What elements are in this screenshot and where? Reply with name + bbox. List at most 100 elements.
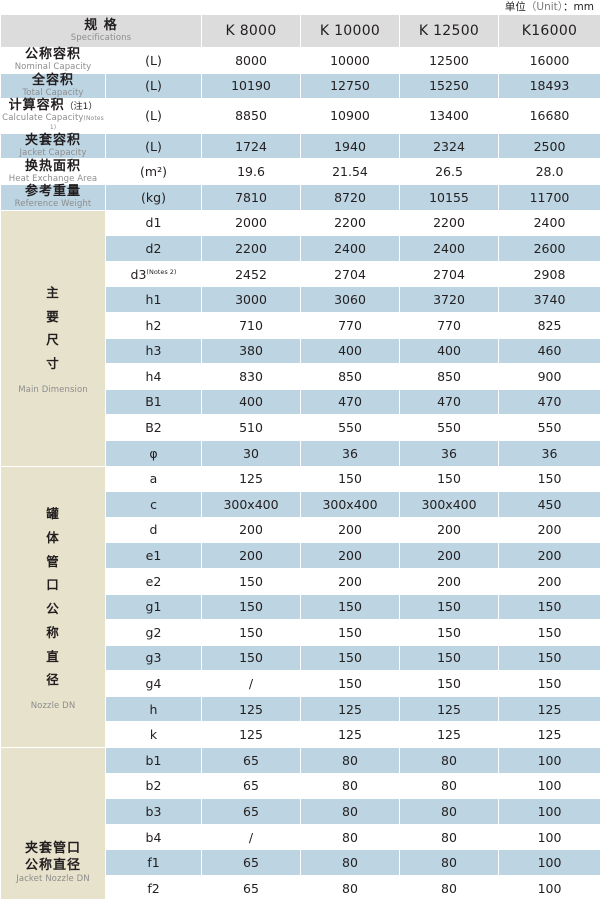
param-label-φ: φ [105, 439, 202, 467]
row-unit: (kg) [105, 184, 202, 211]
table-row: 主要尺寸 Main Dimension d1 2000 2200 2200 2400 [0, 209, 600, 467]
table-cell-value: 2452 [201, 260, 301, 288]
param-label-B1: B1 [105, 388, 202, 416]
param-label-b1: b1 [105, 747, 202, 774]
table-row: 夹套管口 公称直径 Jacket Nozzle DN b1 65 80 80 100 [0, 747, 600, 899]
table-cell-value: 125 [498, 695, 600, 723]
table-cell-value: 2704 [300, 260, 400, 288]
group-label-en: Main Dimension [18, 384, 88, 395]
table-cell-value: 80 [300, 772, 400, 800]
unit-note-word: Unit [536, 1, 558, 13]
table-cell-value: 100 [498, 798, 600, 825]
table-cell-value: 150 [498, 619, 600, 646]
group-label-content: 主要尺寸 Main Dimension [1, 281, 105, 395]
table-cell-value: 21.54 [300, 158, 400, 185]
table-cell-value: 200 [201, 516, 301, 544]
unit-note-paren-open: （ [525, 1, 537, 13]
table-cell-value: 2908 [498, 260, 600, 288]
table-cell-value: 150 [399, 619, 499, 646]
group-label-char-0: 罐 [46, 506, 60, 522]
table-cell-value: 150 [201, 644, 301, 672]
param-label-c: c [105, 491, 202, 518]
group-label-char-1: 体 [46, 529, 60, 545]
row-label-en: Nominal Capacity [14, 62, 92, 73]
table-row: g3 150 150 150 150 [1, 644, 600, 672]
table-cell-value: 150 [498, 465, 600, 493]
table-cell-value: 150 [498, 644, 600, 672]
table-cell-value: 150 [498, 670, 600, 697]
table-row: 参考重量 Reference Weight (kg) 7810 8720 10155 117… [0, 184, 600, 211]
group-label-main-dimension: 主要尺寸 Main Dimension [0, 209, 106, 467]
table-cell-value: 150 [300, 593, 400, 621]
table-row: 夹套容积 Jacket Capacity (L) 1724 1940 2324 2500 [0, 132, 600, 160]
group-label-char-7: 径 [46, 672, 60, 688]
table-cell-value: 8720 [300, 184, 400, 211]
table-cell-value: 380 [201, 337, 301, 365]
table-cell-value: 2324 [399, 132, 499, 160]
table-cell-value: 80 [399, 747, 499, 774]
row-label-5: 参考重量 Reference Weight [0, 184, 106, 211]
table-cell-value: 400 [201, 388, 301, 416]
table-cell-value: 470 [399, 388, 499, 416]
group-label-nozzle-dn: 罐体管口公称直径 Nozzle DN [0, 465, 106, 749]
table-cell-value: 125 [300, 721, 400, 749]
unit-note-cn: 单位 [504, 1, 526, 13]
table-cell-value: 80 [399, 772, 499, 800]
table-cell-value: 80 [300, 875, 400, 899]
row-label-cn: 全容积 [31, 72, 74, 88]
table-cell-value: 825 [498, 311, 600, 339]
table-cell-value: 125 [399, 695, 499, 723]
param-label-g3: g3 [105, 644, 202, 672]
table-cell-value: 2200 [399, 209, 499, 237]
table-cell-value: 200 [498, 542, 600, 569]
table-cell-value: 400 [300, 337, 400, 365]
row-label-cn: 换热面积 [24, 158, 81, 174]
header-spec-en: Specifications [70, 32, 132, 43]
row-label-cn: 公称容积 [24, 47, 81, 63]
param-label-h3: h3 [105, 337, 202, 365]
table-cell-value: 550 [498, 414, 600, 441]
table-cell-value: 7810 [201, 184, 301, 211]
table-cell-value: 80 [399, 849, 499, 877]
table-row: d3(Notes 2) 2452 2704 2704 2908 [1, 260, 600, 288]
table-row: c 300x400 300x400 300x400 450 [1, 491, 600, 518]
group-label-content: 罐体管口公称直径 Nozzle DN [1, 502, 105, 711]
param-label-h2: h2 [105, 311, 202, 339]
table-row: f2 65 80 80 100 [1, 875, 600, 899]
group-label-char-2: 管 [46, 553, 60, 569]
table-cell-value: 12500 [399, 47, 499, 74]
param-label-f1: f1 [105, 849, 202, 877]
table-cell-value: 3060 [300, 286, 400, 313]
table-cell-value: 150 [201, 619, 301, 646]
table-cell-value: 80 [300, 849, 400, 877]
param-label-h4: h4 [105, 363, 202, 390]
row-unit: (L) [105, 98, 202, 134]
table-row: e2 150 200 200 200 [1, 567, 600, 595]
table-cell-value: 36 [300, 439, 400, 467]
group-label-char-6: 直 [46, 648, 60, 664]
table-cell-value: 2000 [201, 209, 301, 237]
table-cell-value: 200 [399, 516, 499, 544]
row-label-cn: 参考重量 [24, 184, 81, 200]
table-cell-value: 80 [300, 747, 400, 774]
table-cell-value: 450 [498, 491, 600, 518]
unit-note-value: mm [573, 1, 594, 13]
table-cell-value: 300x400 [201, 491, 301, 518]
table-row: 计算容积（注1） Calculate Capacity(Notes 1) (L) 88… [0, 98, 600, 134]
specification-table: 规 格 Specifications K 8000 K 10000 K 12500 K16… [0, 14, 600, 899]
table-cell-value: 65 [201, 849, 301, 877]
table-cell-value: 150 [399, 593, 499, 621]
param-label-k: k [105, 721, 202, 749]
table-cell-value: 10155 [399, 184, 499, 211]
table-cell-value: 710 [201, 311, 301, 339]
param-label-g2: g2 [105, 619, 202, 646]
table-cell-value: 2200 [300, 209, 400, 237]
table-cell-value: 200 [300, 567, 400, 595]
group-label-content: 夹套管口 公称直径 Jacket Nozzle DN [1, 841, 105, 884]
table-row: 罐体管口公称直径 Nozzle DN a 125 150 150 150 [0, 465, 600, 749]
table-cell-value: 125 [201, 695, 301, 723]
table-cell-value: 125 [498, 721, 600, 749]
table-row: g4/150 150 150 [1, 670, 600, 697]
table-row: d2 2200 2400 2400 2600 [1, 235, 600, 262]
table-row: g1 150 150 150 150 [1, 593, 600, 621]
